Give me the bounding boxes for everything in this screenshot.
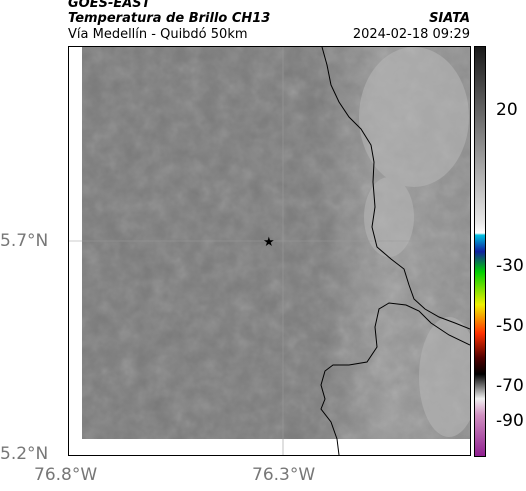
- colorbar-label-20: 20: [496, 100, 518, 120]
- lon-label-76-8: 76.8°W: [34, 465, 98, 485]
- boundary-line-2: [320, 302, 470, 455]
- map-svg: ★: [69, 47, 470, 455]
- lat-label-5-7: 5.7°N: [0, 231, 49, 251]
- location-label: Vía Medellín - Quibdó 50km: [68, 27, 248, 42]
- colorbar-label-neg70: -70: [496, 376, 524, 396]
- star-marker[interactable]: ★: [263, 235, 275, 250]
- colorbar-label-neg50: -50: [496, 316, 524, 336]
- colorbar-gradient: [475, 47, 485, 456]
- colorbar-label-neg30: -30: [496, 256, 524, 276]
- map-panel[interactable]: ★: [68, 46, 471, 456]
- colorbar: [474, 46, 486, 457]
- lon-label-76-3: 76.3°W: [252, 465, 316, 485]
- colorbar-label-neg90: -90: [496, 411, 524, 431]
- satellite-title: GOES-EAST: [68, 0, 151, 11]
- boundary-line: [321, 47, 470, 330]
- warm-patches: [359, 47, 470, 437]
- lat-label-5-2: 5.2°N: [0, 444, 49, 464]
- org-label: SIATA: [429, 11, 470, 26]
- datetime-label: 2024-02-18 09:29: [352, 27, 470, 42]
- product-title: Temperatura de Brillo CH13: [68, 11, 271, 26]
